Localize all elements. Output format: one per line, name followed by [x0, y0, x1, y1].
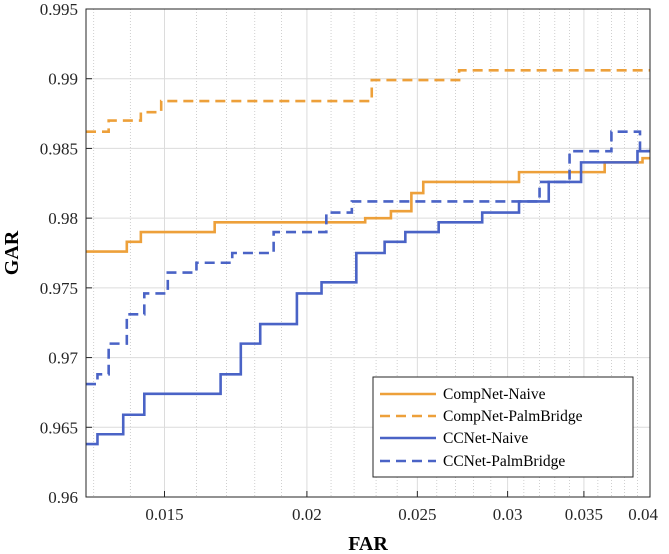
y-tick-label: 0.965: [40, 418, 78, 437]
axis-ticks: 0.015 0.02 0.025 0.03 0.035 0.04 0.96 0.965 0.97…: [40, 0, 659, 524]
legend-label-compnet-palmbridge: CompNet-PalmBridge: [443, 408, 583, 425]
x-tick-label: 0.035: [565, 505, 603, 524]
legend-label-ccnet-palmbridge: CCNet-PalmBridge: [443, 453, 565, 470]
y-tick-label: 0.98: [48, 209, 78, 228]
legend-label-compnet-naive: CompNet-Naive: [443, 386, 546, 403]
y-tick-label: 0.97: [48, 349, 78, 368]
series-ccnet-naive: [86, 149, 650, 446]
legend-entry-compnet-naive: CompNet-Naive: [380, 386, 546, 403]
series-compnet-palmbridge: [86, 69, 650, 133]
series-compnet-naive: [86, 156, 650, 253]
legend-label-ccnet-naive: CCNet-Naive: [443, 430, 528, 447]
legend-entry-ccnet-palmbridge: CCNet-PalmBridge: [380, 453, 565, 470]
legend: CompNet-Naive CompNet-PalmBridge CCNet-N…: [372, 376, 634, 478]
y-tick-label: 0.985: [40, 139, 78, 158]
legend-entry-ccnet-naive: CCNet-Naive: [380, 430, 528, 447]
x-axis-label: FAR: [348, 533, 388, 554]
y-tick-label: 0.995: [40, 0, 78, 19]
x-tick-label: 0.04: [628, 505, 658, 524]
series-lines: [86, 69, 650, 446]
x-tick-label: 0.03: [493, 505, 523, 524]
y-tick-label: 0.99: [48, 70, 78, 89]
y-tick-label: 0.975: [40, 279, 78, 298]
x-tick-label: 0.015: [145, 505, 183, 524]
y-tick-label: 0.96: [48, 488, 78, 507]
x-tick-label: 0.025: [398, 505, 436, 524]
legend-entry-compnet-palmbridge: CompNet-PalmBridge: [380, 408, 583, 425]
y-axis-label: GAR: [1, 230, 23, 275]
series-ccnet-palmbridge: [86, 130, 650, 386]
plot-frame: [85, 8, 651, 498]
x-tick-label: 0.02: [292, 505, 322, 524]
